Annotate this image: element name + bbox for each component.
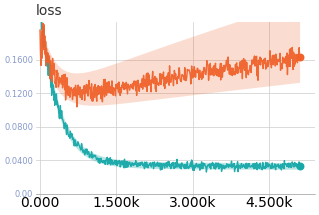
Text: loss: loss <box>36 4 63 18</box>
Point <box>297 164 302 168</box>
Point <box>297 55 302 59</box>
